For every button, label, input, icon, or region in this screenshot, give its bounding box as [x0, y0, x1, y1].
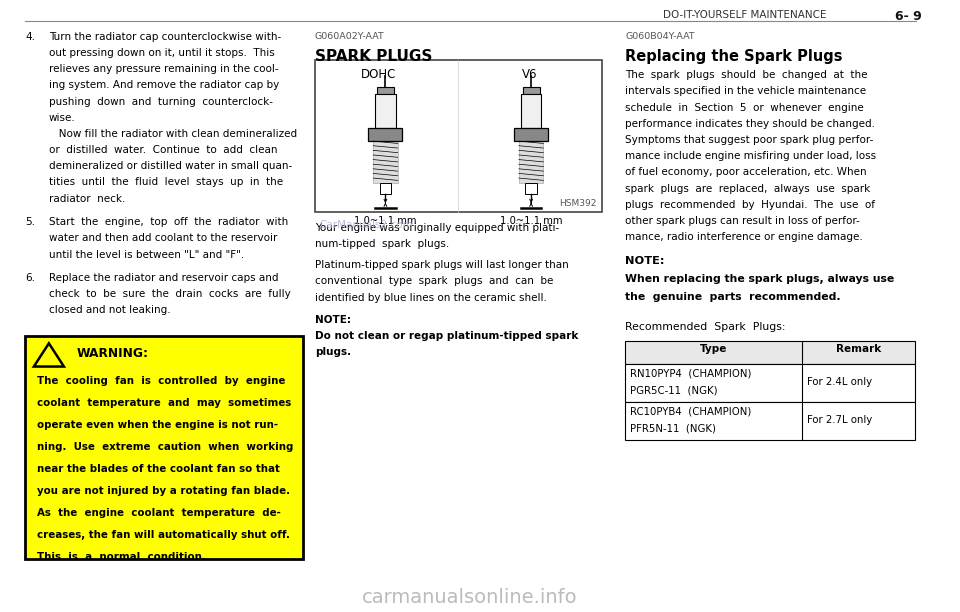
- Text: SPARK PLUGS: SPARK PLUGS: [315, 49, 432, 64]
- Text: For 2.7L only: For 2.7L only: [806, 414, 872, 425]
- Text: water and then add coolant to the reservoir: water and then add coolant to the reserv…: [49, 233, 277, 244]
- Text: Now fill the radiator with clean demineralized: Now fill the radiator with clean deminer…: [49, 129, 297, 139]
- Text: closed and not leaking.: closed and not leaking.: [49, 305, 171, 315]
- Text: relieves any pressure remaining in the cool-: relieves any pressure remaining in the c…: [49, 64, 278, 74]
- Text: performance indicates they should be changed.: performance indicates they should be cha…: [625, 119, 876, 129]
- Text: spark  plugs  are  replaced,  always  use  spark: spark plugs are replaced, always use spa…: [625, 184, 871, 193]
- Text: intervals specified in the vehicle maintenance: intervals specified in the vehicle maint…: [625, 86, 866, 97]
- Text: Replacing the Spark Plugs: Replacing the Spark Plugs: [625, 49, 843, 64]
- Text: Replace the radiator and reservoir caps and: Replace the radiator and reservoir caps …: [49, 273, 278, 283]
- Text: 4.: 4.: [25, 32, 36, 42]
- Text: NOTE:: NOTE:: [315, 315, 351, 325]
- FancyBboxPatch shape: [625, 341, 915, 364]
- Text: Symptoms that suggest poor spark plug perfor-: Symptoms that suggest poor spark plug pe…: [625, 135, 874, 145]
- Text: When replacing the spark plugs, always use: When replacing the spark plugs, always u…: [625, 274, 895, 284]
- Text: you are not injured by a rotating fan blade.: you are not injured by a rotating fan bl…: [36, 486, 290, 496]
- Text: !: !: [45, 345, 53, 363]
- Text: G060B04Y-AAT: G060B04Y-AAT: [625, 32, 695, 41]
- Text: NOTE:: NOTE:: [625, 256, 664, 266]
- Text: DO-IT-YOURSELF MAINTENANCE: DO-IT-YOURSELF MAINTENANCE: [662, 10, 827, 20]
- FancyBboxPatch shape: [625, 402, 915, 440]
- Text: radiator  neck.: radiator neck.: [49, 193, 125, 204]
- FancyBboxPatch shape: [625, 364, 915, 402]
- FancyBboxPatch shape: [25, 336, 302, 559]
- Text: PGR5C-11  (NGK): PGR5C-11 (NGK): [630, 386, 717, 396]
- FancyBboxPatch shape: [369, 128, 402, 141]
- FancyBboxPatch shape: [380, 182, 391, 193]
- Text: creases, the fan will automatically shut off.: creases, the fan will automatically shut…: [36, 529, 290, 540]
- Text: or  distilled  water.  Continue  to  add  clean: or distilled water. Continue to add clea…: [49, 145, 277, 155]
- Text: plugs  recommended  by  Hyundai.  The  use  of: plugs recommended by Hyundai. The use of: [625, 200, 876, 210]
- Text: mance include engine misfiring under load, loss: mance include engine misfiring under loa…: [625, 151, 876, 161]
- Text: This  is  a  normal  condition.: This is a normal condition.: [36, 551, 205, 562]
- Text: until the level is between "L" and "F".: until the level is between "L" and "F".: [49, 250, 244, 259]
- Text: RN10PYP4  (CHAMPION): RN10PYP4 (CHAMPION): [630, 368, 752, 379]
- Text: 6- 9: 6- 9: [895, 10, 922, 23]
- Text: 6.: 6.: [25, 273, 36, 283]
- Text: check  to  be  sure  the  drain  cocks  are  fully: check to be sure the drain cocks are ful…: [49, 289, 291, 299]
- FancyBboxPatch shape: [373, 141, 397, 182]
- Text: Start  the  engine,  top  off  the  radiator  with: Start the engine, top off the radiator w…: [49, 217, 288, 227]
- Text: demineralized or distilled water in small quan-: demineralized or distilled water in smal…: [49, 162, 292, 171]
- Text: other spark plugs can result in loss of perfor-: other spark plugs can result in loss of …: [625, 216, 860, 226]
- Text: coolant  temperature  and  may  sometimes: coolant temperature and may sometimes: [36, 398, 291, 408]
- Text: wise.: wise.: [49, 113, 76, 123]
- Polygon shape: [34, 343, 64, 367]
- Text: WARNING:: WARNING:: [77, 347, 149, 360]
- Text: Your engine was originally equipped with plati-: Your engine was originally equipped with…: [315, 223, 559, 233]
- Text: The  cooling  fan  is  controlled  by  engine: The cooling fan is controlled by engine: [36, 376, 285, 386]
- Text: HSM392: HSM392: [560, 199, 597, 207]
- Text: DOHC: DOHC: [361, 68, 396, 81]
- FancyBboxPatch shape: [375, 94, 396, 128]
- Text: the  genuine  parts  recommended.: the genuine parts recommended.: [625, 293, 841, 302]
- Text: ning.  Use  extreme  caution  when  working: ning. Use extreme caution when working: [36, 442, 293, 452]
- Text: Platinum-tipped spark plugs will last longer than: Platinum-tipped spark plugs will last lo…: [315, 260, 568, 271]
- Text: 5.: 5.: [25, 217, 36, 227]
- Text: The  spark  plugs  should  be  changed  at  the: The spark plugs should be changed at the: [625, 70, 868, 80]
- Text: pushing  down  and  turning  counterclock-: pushing down and turning counterclock-: [49, 97, 273, 106]
- Text: Remark: Remark: [835, 344, 881, 354]
- FancyBboxPatch shape: [522, 87, 540, 94]
- Text: conventional  type  spark  plugs  and  can  be: conventional type spark plugs and can be: [315, 277, 553, 286]
- Text: carmanualsonline.info: carmanualsonline.info: [362, 588, 578, 606]
- Text: 1.0~1.1 mm: 1.0~1.1 mm: [354, 215, 417, 226]
- Text: Turn the radiator cap counterclockwise with-: Turn the radiator cap counterclockwise w…: [49, 32, 281, 42]
- Text: V6: V6: [521, 68, 537, 81]
- Text: PFR5N-11  (NGK): PFR5N-11 (NGK): [630, 424, 716, 434]
- Text: ing system. And remove the radiator cap by: ing system. And remove the radiator cap …: [49, 80, 279, 91]
- FancyBboxPatch shape: [377, 87, 394, 94]
- FancyBboxPatch shape: [518, 141, 543, 182]
- Text: tities  until  the  fluid  level  stays  up  in  the: tities until the fluid level stays up in…: [49, 177, 283, 187]
- FancyBboxPatch shape: [315, 61, 602, 212]
- Text: For 2.4L only: For 2.4L only: [806, 376, 872, 387]
- FancyBboxPatch shape: [515, 128, 548, 141]
- Text: of fuel economy, poor acceleration, etc. When: of fuel economy, poor acceleration, etc.…: [625, 168, 867, 177]
- Text: Do not clean or regap platinum-tipped spark: Do not clean or regap platinum-tipped sp…: [315, 331, 578, 341]
- Text: G060A02Y-AAT: G060A02Y-AAT: [315, 32, 385, 41]
- Text: RC10PYB4  (CHAMPION): RC10PYB4 (CHAMPION): [630, 406, 751, 417]
- Text: near the blades of the coolant fan so that: near the blades of the coolant fan so th…: [36, 464, 279, 474]
- FancyBboxPatch shape: [520, 94, 541, 128]
- Text: plugs.: plugs.: [315, 347, 351, 357]
- Text: schedule  in  Section  5  or  whenever  engine: schedule in Section 5 or whenever engine: [625, 103, 864, 113]
- Text: num-tipped  spark  plugs.: num-tipped spark plugs.: [315, 239, 449, 249]
- Text: CarManuals2.com: CarManuals2.com: [320, 220, 414, 230]
- Text: out pressing down on it, until it stops.  This: out pressing down on it, until it stops.…: [49, 48, 275, 58]
- Text: identified by blue lines on the ceramic shell.: identified by blue lines on the ceramic …: [315, 293, 547, 302]
- Text: 1.0~1.1 mm: 1.0~1.1 mm: [500, 215, 563, 226]
- Text: Type: Type: [700, 344, 727, 354]
- FancyBboxPatch shape: [525, 182, 537, 193]
- Text: operate even when the engine is not run-: operate even when the engine is not run-: [36, 420, 277, 430]
- Text: Recommended  Spark  Plugs:: Recommended Spark Plugs:: [625, 322, 785, 332]
- Text: mance, radio interference or engine damage.: mance, radio interference or engine dama…: [625, 232, 863, 242]
- Text: As  the  engine  coolant  temperature  de-: As the engine coolant temperature de-: [36, 508, 280, 518]
